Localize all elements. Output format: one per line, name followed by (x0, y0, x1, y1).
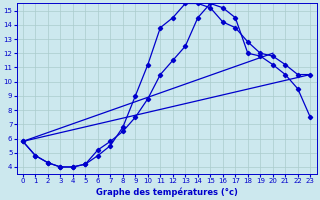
X-axis label: Graphe des températures (°c): Graphe des températures (°c) (96, 187, 237, 197)
